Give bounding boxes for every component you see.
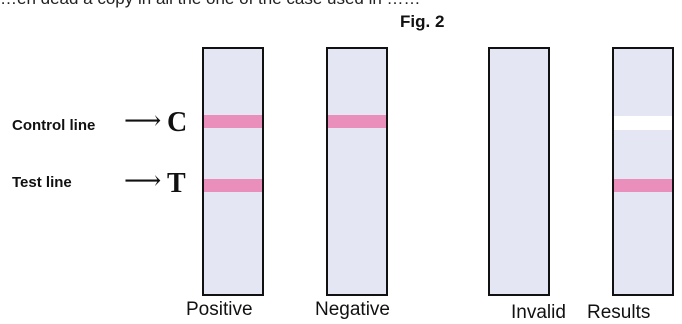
figure-title: Fig. 2	[400, 12, 445, 31]
test-line-label: Test line	[12, 174, 72, 191]
test-band	[204, 179, 262, 192]
strip-results	[612, 47, 674, 296]
strip-negative	[326, 47, 388, 296]
control-arrow-icon: ⟶	[124, 106, 162, 136]
caption-positive: Positive	[186, 299, 253, 320]
control-band	[204, 115, 262, 128]
strip-invalid	[488, 47, 550, 296]
strip-positive	[202, 47, 264, 296]
test-letter: T	[167, 168, 186, 199]
caption-negative: Negative	[315, 299, 390, 320]
caption-results: Results	[587, 302, 651, 323]
caption-invalid: Invalid	[511, 302, 566, 323]
cropped-top-text: …en dead a copy in all the one of the ca…	[0, 0, 421, 9]
control-letter: C	[167, 107, 188, 138]
control-line-label: Control line	[12, 117, 96, 134]
control-window-gap	[614, 116, 672, 130]
test-arrow-icon: ⟶	[124, 166, 162, 196]
control-band	[328, 115, 386, 128]
test-band	[614, 179, 672, 192]
